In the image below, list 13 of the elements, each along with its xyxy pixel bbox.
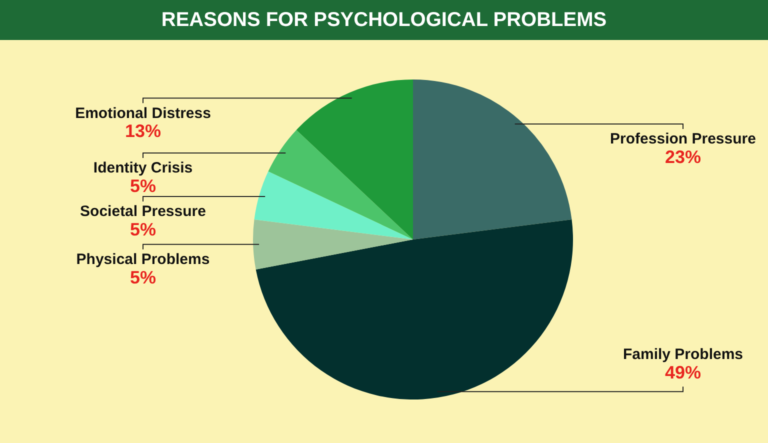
chart-title: REASONS FOR PSYCHOLOGICAL PROBLEMS	[0, 0, 768, 40]
data-label: 49%	[664, 362, 702, 383]
data-label: 5%	[130, 220, 156, 240]
slice-label: Identity Crisis	[93, 160, 193, 177]
slice-label: Emotional Distress	[75, 104, 211, 122]
slice-label: Societal Pressure	[80, 203, 206, 220]
data-label: 23%	[664, 146, 702, 167]
slice-label: Family Problems	[622, 346, 744, 364]
data-label: 13%	[124, 121, 162, 142]
slice-label: Profession Pressure	[610, 130, 756, 148]
data-label: 5%	[130, 267, 156, 288]
data-label: 5%	[130, 176, 156, 196]
slice-label: Physical Problems	[76, 250, 210, 268]
